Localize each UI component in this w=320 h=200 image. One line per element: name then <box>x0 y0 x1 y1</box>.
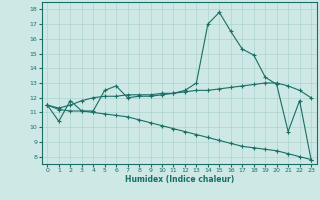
X-axis label: Humidex (Indice chaleur): Humidex (Indice chaleur) <box>124 175 234 184</box>
